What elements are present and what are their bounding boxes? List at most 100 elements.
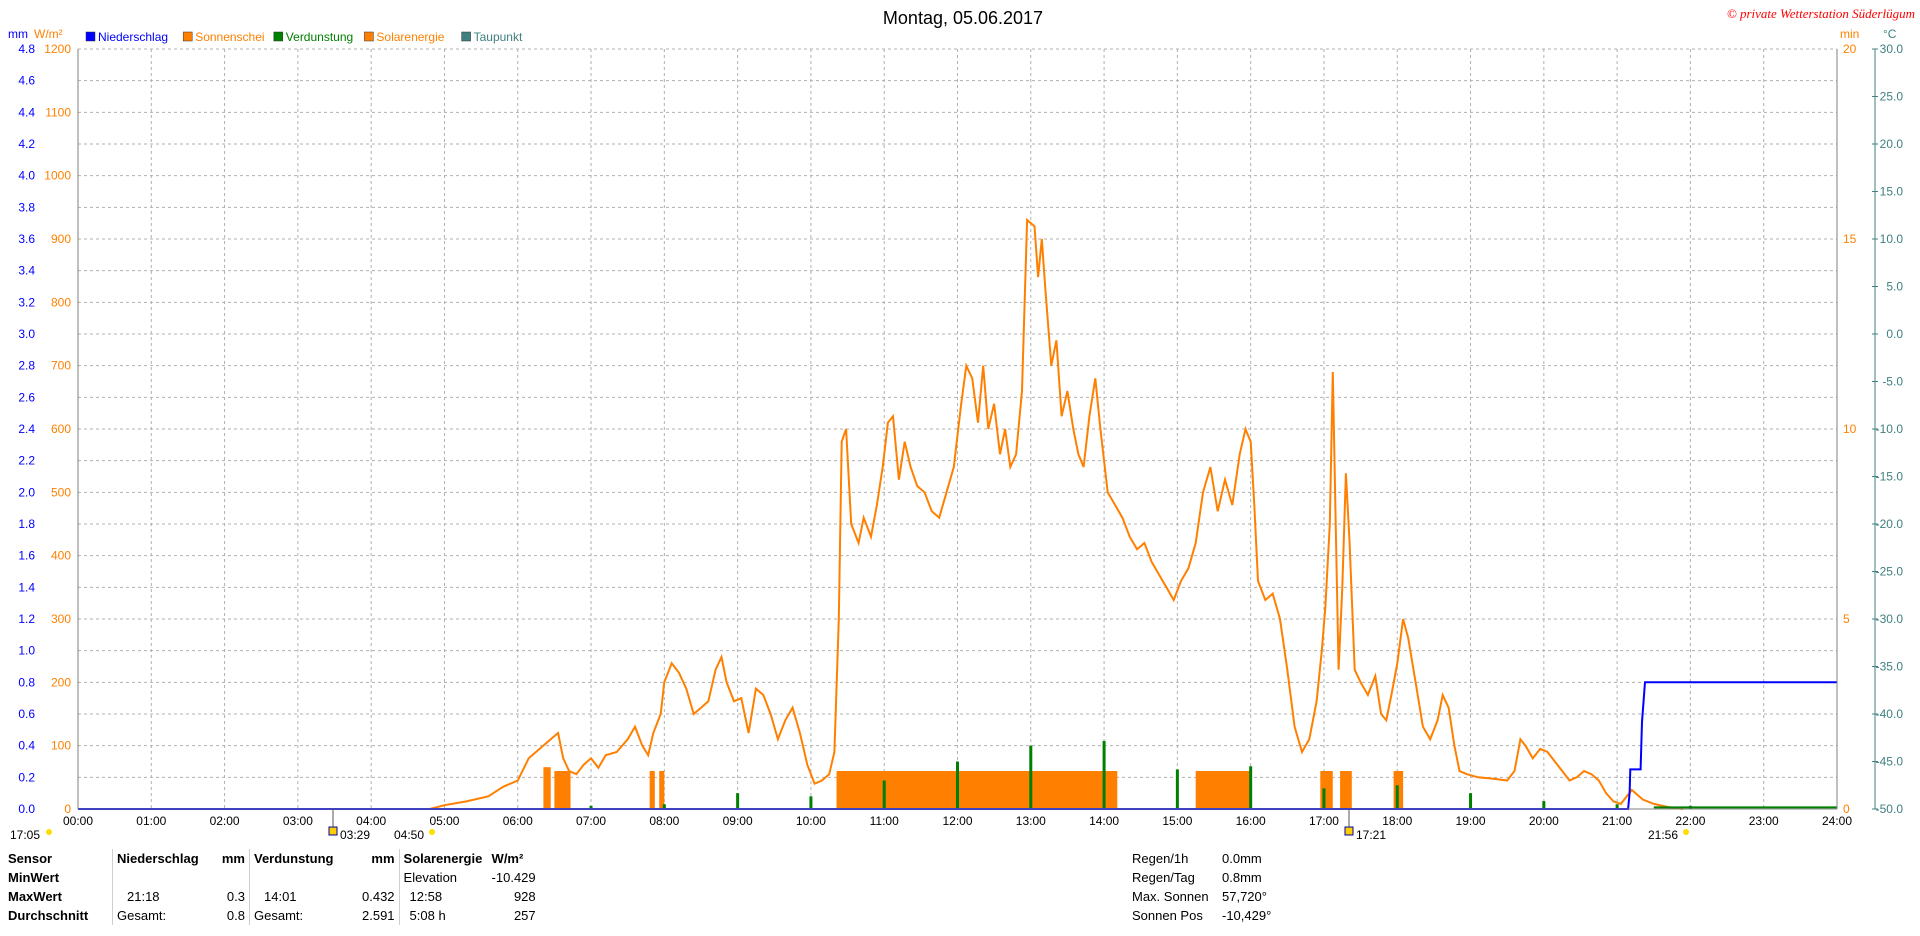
stat-value: 57,720°: [1222, 889, 1267, 904]
sun-icon: [429, 829, 435, 835]
evaporation-spike: [662, 804, 666, 809]
sun-markers: 17:05 03:29 04:50 17:21 21:56: [10, 809, 1689, 842]
y-tick-label-wm2: 1100: [45, 105, 71, 119]
x-tick-label: 10:00: [796, 814, 826, 828]
y-tick-label-min: 10: [1843, 422, 1857, 436]
header-verdunstung-unit: mm: [371, 851, 395, 866]
x-tick-label: 06:00: [503, 814, 533, 828]
y-tick-label-min: 15: [1843, 232, 1857, 246]
y-tick-label-min: 20: [1843, 42, 1857, 56]
y-tick-label-mm: 1.2: [18, 612, 35, 626]
stat-value: 0.8mm: [1222, 870, 1262, 885]
sunshine-bars: [543, 767, 1404, 809]
y-tick-label-wm2: 200: [51, 675, 71, 689]
sun-icon: [46, 829, 52, 835]
row-label: Durchschnitt: [8, 908, 89, 923]
header-solar: Solarenergie: [398, 849, 488, 868]
evaporation-spike: [589, 805, 593, 809]
row-label: MinWert: [8, 870, 60, 885]
left-unit-mm: mm: [8, 27, 28, 41]
sunshine-bar: [1195, 771, 1251, 809]
y-tick-label-mm: 3.8: [18, 200, 35, 214]
y-tick-label-temp: -30.0: [1876, 612, 1904, 626]
header-solar-unit: W/m²: [491, 851, 524, 866]
y-tick-label-temp: -25.0: [1876, 565, 1904, 579]
sunshine-bar: [659, 771, 665, 809]
stat-value: -10,429°: [1222, 908, 1272, 923]
x-tick-label: 17:00: [1309, 814, 1339, 828]
legend-label: Verdunstung: [286, 30, 353, 44]
tick-labels: 00:00 01:00 02:00 03:00 04:00 05:00 06:00 07:00…: [18, 42, 1903, 828]
stat-label: Regen/1h: [1132, 851, 1189, 866]
series-lines: [78, 217, 1837, 810]
x-tick-label: 23:00: [1749, 814, 1779, 828]
x-tick-label: 22:00: [1675, 814, 1705, 828]
x-tick-label: 03:00: [283, 814, 313, 828]
y-tick-label-temp: 30.0: [1880, 42, 1904, 56]
x-tick-label: 13:00: [1016, 814, 1046, 828]
evaporation-spike: [1542, 801, 1546, 809]
stats-table: Sensor Niederschlag mm Verdunstung mm So…: [4, 849, 540, 925]
sunshine-bar: [836, 771, 1118, 809]
legend-swatch: [273, 31, 284, 42]
cell-n-val: [209, 868, 250, 887]
cell-v-time: 14:01: [249, 887, 358, 906]
x-tick-label: 12:00: [942, 814, 972, 828]
x-tick-label: 20:00: [1529, 814, 1559, 828]
y-tick-label-wm2: 1000: [44, 169, 71, 183]
sunrise-label: 03:29: [340, 828, 370, 842]
evaporation-spike: [956, 761, 959, 809]
y-tick-label-mm: 4.2: [18, 137, 35, 151]
x-tick-label: 11:00: [870, 814, 899, 828]
legend-label: Solarenergie: [376, 30, 444, 44]
y-tick-label-wm2: 100: [51, 739, 71, 753]
y-tick-label-mm: 1.8: [18, 517, 35, 531]
y-tick-label-wm2: 600: [51, 422, 71, 436]
right-unit-temp: °C: [1883, 27, 1897, 41]
cell-n-val: 0.8: [226, 908, 245, 923]
stats-header-row: Sensor Niederschlag mm Verdunstung mm So…: [4, 849, 540, 868]
stat-label: Regen/Tag: [1132, 870, 1195, 885]
evaporation-spike: [1029, 745, 1033, 809]
stats-row-maxwert: MaxWert 21:18 0.3 14:01 0.432 12:58 928: [4, 887, 540, 906]
y-tick-label-mm: 0.0: [18, 802, 35, 816]
stats-row-minwert: MinWert Elevation -10.429: [4, 868, 540, 887]
legend: Niederschlag Sonnenschei Verdunstung Solare…: [85, 30, 523, 44]
y-tick-label-temp: 20.0: [1880, 137, 1904, 151]
stats-row-durchschnitt: Durchschnitt Gesamt: 0.8 Gesamt: 2.591 5…: [4, 906, 540, 925]
y-tick-label-temp: -5.0: [1882, 375, 1903, 389]
x-tick-label: 24:00: [1822, 814, 1852, 828]
chart-title: Montag, 05.06.2017: [883, 8, 1043, 28]
evaporation-spike: [1395, 785, 1399, 809]
y-tick-label-temp: 5.0: [1886, 280, 1903, 294]
cell-s-time: 5:08 h: [398, 906, 488, 925]
evaporation-spike: [1322, 788, 1326, 809]
y-tick-label-mm: 3.4: [18, 264, 35, 278]
y-tick-label-mm: 0.2: [18, 770, 35, 784]
evaporation-spike: [882, 780, 886, 809]
row-label: MaxWert: [8, 889, 62, 904]
y-tick-label-wm2: 0: [64, 802, 71, 816]
right-unit-min: min: [1840, 27, 1859, 41]
y-tick-label-temp: 25.0: [1880, 90, 1904, 104]
cell-n-time: Gesamt:: [112, 906, 209, 925]
x-tick-label: 18:00: [1382, 814, 1412, 828]
y-tick-label-wm2: 300: [51, 612, 71, 626]
stats-right-row: Regen/1h 0.0mm: [1128, 849, 1275, 868]
x-tick-label: 09:00: [723, 814, 753, 828]
evaporation-spike: [1102, 740, 1106, 809]
sunshine-bar: [1340, 771, 1352, 809]
x-tick-label: 05:00: [429, 814, 459, 828]
x-tick-label: 00:00: [63, 814, 93, 828]
y-tick-label-mm: 1.4: [18, 580, 35, 594]
y-tick-label-wm2: 800: [51, 295, 71, 309]
y-tick-label-wm2: 500: [51, 485, 71, 499]
stats-right-row: Max. Sonnen 57,720°: [1128, 887, 1275, 906]
y-tick-label-mm: 2.2: [18, 454, 35, 468]
y-tick-label-wm2: 400: [51, 549, 71, 563]
cell-v-val: [358, 868, 399, 887]
x-tick-label: 15:00: [1162, 814, 1192, 828]
y-tick-label-mm: 1.0: [18, 644, 35, 658]
y-tick-label-mm: 3.0: [18, 327, 35, 341]
